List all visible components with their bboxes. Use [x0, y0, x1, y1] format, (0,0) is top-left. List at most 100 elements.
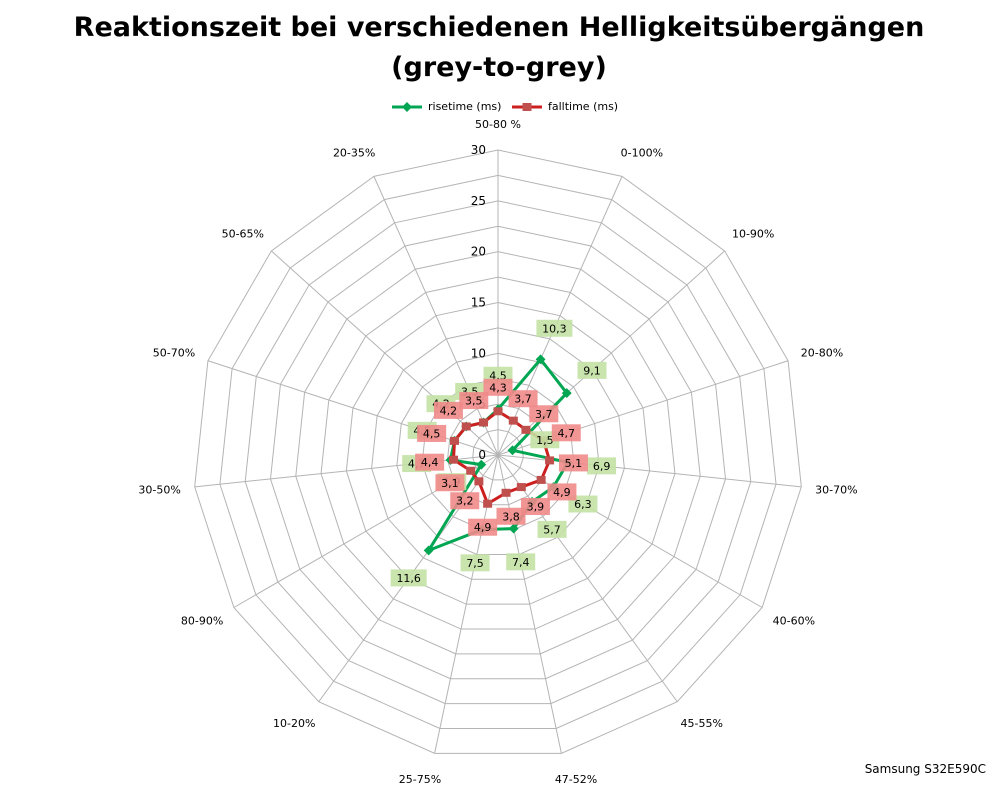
- falltime-data-label: 3,7: [514, 393, 532, 406]
- risetime-data-label: 7,4: [512, 556, 530, 569]
- grid-ring: [269, 225, 727, 680]
- risetime-data-label: 7,5: [466, 557, 484, 570]
- radial-tick-label: 10: [471, 346, 486, 360]
- grid-spoke: [497, 454, 562, 754]
- risetime-label-box: [506, 553, 536, 571]
- risetime-data-label: 6,9: [593, 460, 611, 473]
- falltime-point: [449, 455, 459, 464]
- falltime-data-label: 5,1: [565, 457, 583, 470]
- risetime-data-label: 5,7: [543, 523, 561, 536]
- risetime-label-box: [460, 554, 490, 572]
- falltime-point: [466, 466, 476, 475]
- falltime-label-box: [529, 405, 559, 423]
- falltime-label-box: [450, 492, 480, 510]
- risetime-data-label: 1,5: [536, 434, 554, 447]
- grid-ring: [219, 174, 777, 729]
- risetime-point: [561, 388, 572, 399]
- falltime-label-box: [459, 392, 489, 410]
- falltime-point: [516, 483, 526, 492]
- falltime-data-label: 4,4: [421, 456, 439, 469]
- legend-item-rise: risetime (ms): [390, 100, 501, 113]
- radial-tick-label: 20: [471, 245, 486, 259]
- falltime-point: [521, 425, 531, 434]
- risetime-data-label: 9,1: [583, 364, 601, 377]
- falltime-data-label: 3,2: [456, 495, 474, 508]
- falltime-data-label: 4,9: [474, 521, 492, 534]
- category-label: 30-70%: [815, 484, 857, 497]
- falltime-label-box: [468, 518, 498, 536]
- risetime-point: [535, 354, 546, 365]
- falltime-data-label: 3,8: [502, 510, 520, 523]
- risetime-label-box: [577, 361, 607, 379]
- falltime-label-box: [547, 483, 577, 501]
- category-label: 10-90%: [732, 228, 774, 241]
- risetime-point: [507, 445, 518, 456]
- falltime-label-box: [520, 497, 550, 515]
- legend-fall-swatch: [512, 102, 542, 111]
- chart-title: Reaktionszeit bei verschiedenen Helligke…: [73, 12, 925, 43]
- grid-ring: [295, 251, 701, 655]
- falltime-label-box: [551, 424, 581, 442]
- risetime-data-label: 11,6: [396, 572, 421, 585]
- grid-ring: [244, 200, 752, 705]
- grid-ring: [371, 327, 625, 580]
- falltime-label-box: [417, 424, 447, 442]
- grid-ring: [446, 403, 550, 506]
- grid-spoke: [497, 250, 725, 456]
- falltime-label-box: [483, 378, 513, 396]
- falltime-label-box: [508, 390, 538, 408]
- risetime-label-box: [390, 569, 427, 587]
- category-label: 40-60%: [773, 615, 815, 628]
- category-label: 20-35%: [333, 147, 375, 160]
- risetime-data-label: 10,3: [542, 322, 567, 335]
- falltime-label-box: [415, 453, 445, 471]
- falltime-point: [493, 407, 503, 416]
- category-label: 47-52%: [555, 773, 597, 786]
- risetime-point: [476, 459, 487, 470]
- risetime-data-label: 6,3: [574, 498, 592, 511]
- category-label: 10-20%: [273, 717, 315, 730]
- grid-ring: [320, 276, 676, 630]
- source-label: Samsung S32E590C: [864, 762, 986, 776]
- risetime-label-box: [536, 319, 573, 337]
- risetime-label-box: [587, 457, 617, 475]
- falltime-data-label: 4,2: [440, 404, 458, 417]
- category-label: 0-100%: [621, 147, 663, 160]
- falltime-point: [536, 475, 546, 484]
- radial-tick-label: 30: [471, 143, 486, 157]
- chart-subtitle: (grey-to-grey): [391, 52, 607, 83]
- legend-rise-swatch: [392, 101, 422, 112]
- category-label: 45-55%: [681, 717, 723, 730]
- grid-spoke: [497, 176, 623, 456]
- category-label: 20-80%: [801, 347, 843, 360]
- legend-rise-label: risetime (ms): [428, 100, 502, 113]
- radial-tick-label: 25: [471, 194, 486, 208]
- legend-fall-label: falltime (ms): [548, 100, 619, 113]
- falltime-point: [474, 477, 484, 486]
- grid-ring: [345, 301, 651, 605]
- grid-spoke: [207, 360, 499, 456]
- falltime-data-label: 4,7: [558, 427, 576, 440]
- falltime-data-label: 3,7: [535, 408, 553, 421]
- grid-spoke: [497, 454, 678, 703]
- legend-item-fall: falltime (ms): [510, 100, 618, 113]
- category-label: 30-50%: [138, 484, 180, 497]
- falltime-label-box: [435, 474, 465, 492]
- falltime-label-box: [496, 507, 526, 525]
- falltime-point: [545, 456, 555, 465]
- falltime-data-label: 3,5: [465, 395, 483, 408]
- grid-spoke: [271, 250, 499, 456]
- falltime-data-label: 4,3: [489, 381, 507, 394]
- category-label: 50-80 %: [475, 118, 521, 131]
- falltime-point: [483, 499, 493, 508]
- falltime-data-label: 3,9: [527, 500, 545, 513]
- radial-tick-label: 15: [471, 296, 486, 310]
- grid-ring: [194, 149, 802, 754]
- category-label: 25-75%: [399, 773, 441, 786]
- category-label: 80-90%: [181, 615, 223, 628]
- falltime-label-box: [433, 401, 463, 419]
- falltime-data-label: 4,5: [423, 427, 441, 440]
- risetime-label-box: [537, 520, 567, 538]
- falltime-data-label: 3,1: [441, 477, 459, 490]
